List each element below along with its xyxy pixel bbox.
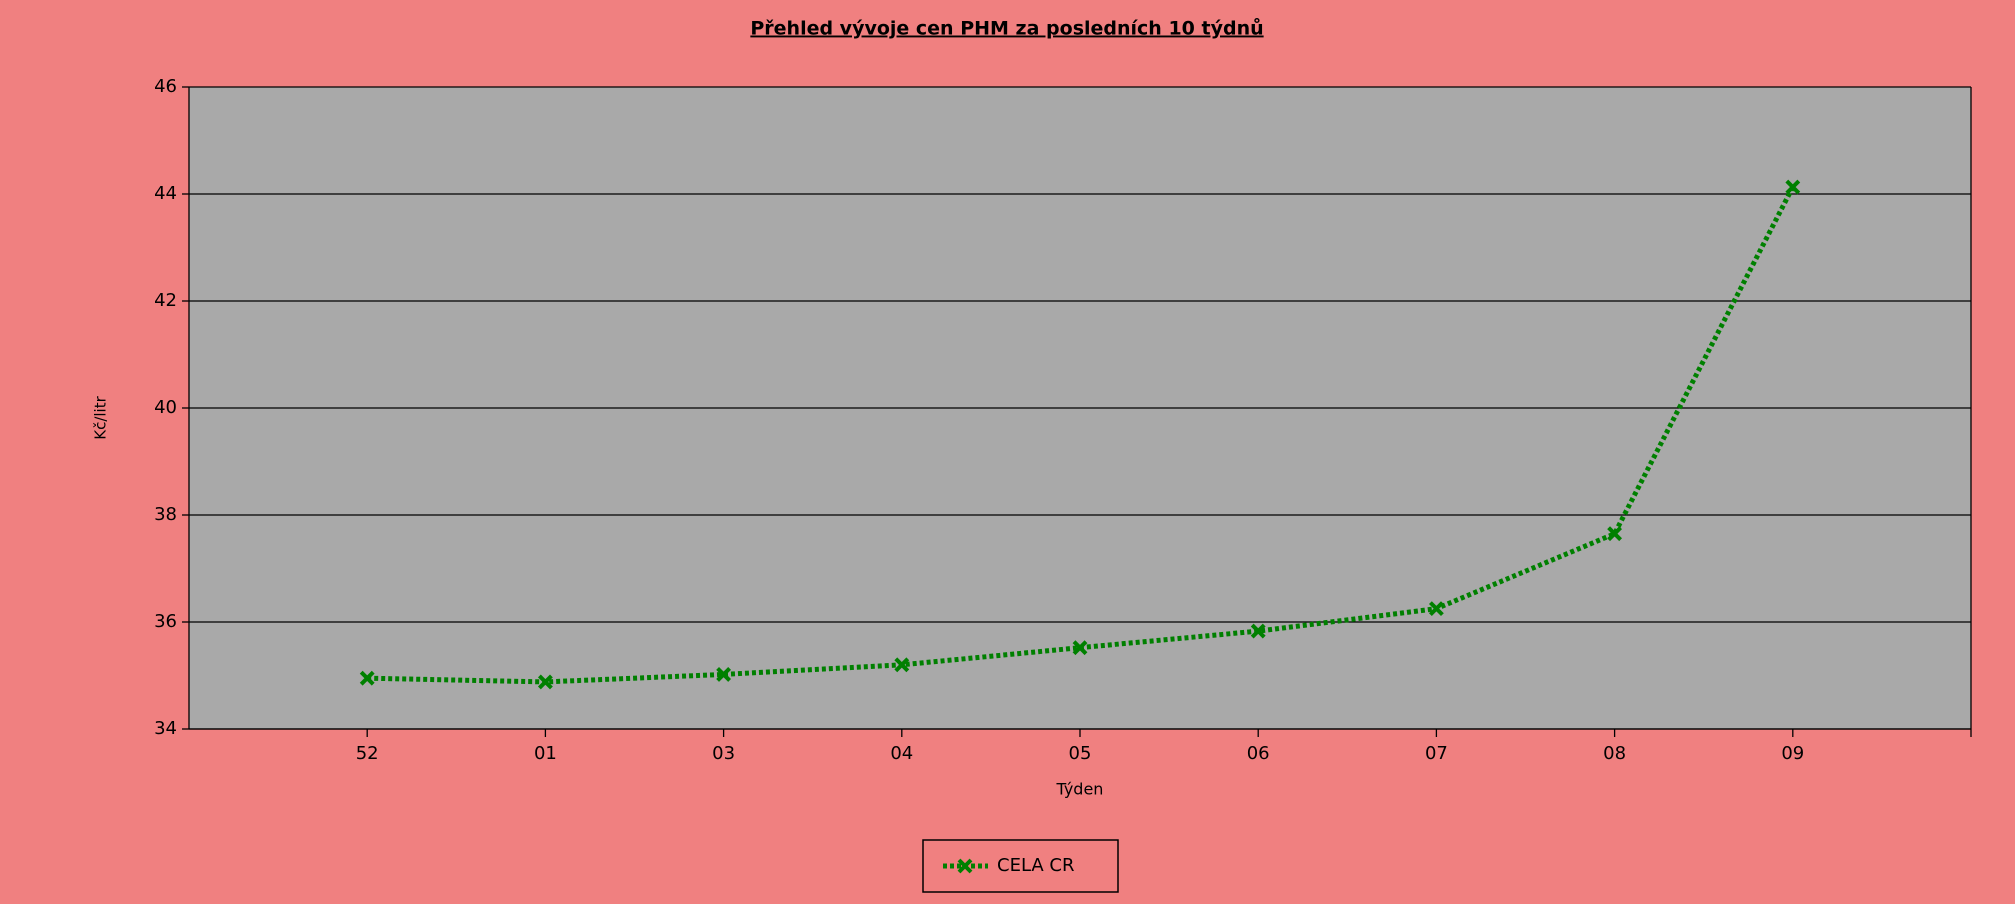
data-point [1428,601,1444,617]
x-axis-label: Týden [1056,780,1104,799]
legend-label: CELA CR [997,855,1075,876]
legend-box [922,839,1119,893]
x-tick-label: 01 [534,743,557,764]
y-axis-label: Kč/litr [92,395,110,439]
data-point [537,674,553,690]
x-tick-label: 07 [1425,743,1448,764]
x-tick-label: 03 [712,743,735,764]
legend-marker [957,858,973,874]
data-point [1250,623,1266,639]
y-tick-label: 36 [154,611,177,632]
data-point [716,667,732,682]
y-tick-label: 44 [154,183,177,204]
chart-title: Přehled vývoje cen PHM za posledních 10 … [750,17,1263,40]
x-tick-label: 04 [890,743,913,764]
data-point [1072,640,1088,656]
x-tick-label: 08 [1603,743,1626,764]
data-point [359,670,375,686]
x-tick-label: 06 [1247,743,1270,764]
y-tick-label: 40 [154,397,177,418]
data-point [1785,179,1801,195]
y-tick-label: 46 [154,76,177,97]
y-tick-label: 38 [154,504,177,525]
data-point [894,657,910,673]
y-tick-label: 42 [154,290,177,311]
y-tick-label: 34 [154,718,177,739]
x-tick-label: 05 [1069,743,1092,764]
x-tick-label: 52 [356,743,379,764]
data-point [1607,526,1623,542]
x-tick-label: 09 [1781,743,1804,764]
